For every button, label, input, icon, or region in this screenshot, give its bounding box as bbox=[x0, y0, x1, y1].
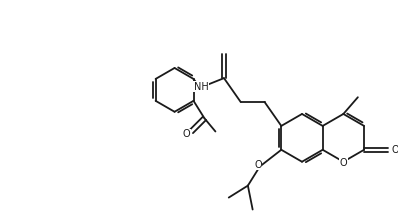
Text: O: O bbox=[339, 158, 347, 168]
Text: O: O bbox=[183, 130, 190, 140]
Text: O: O bbox=[254, 160, 261, 170]
Text: NH: NH bbox=[194, 82, 209, 92]
Text: O: O bbox=[391, 145, 398, 155]
